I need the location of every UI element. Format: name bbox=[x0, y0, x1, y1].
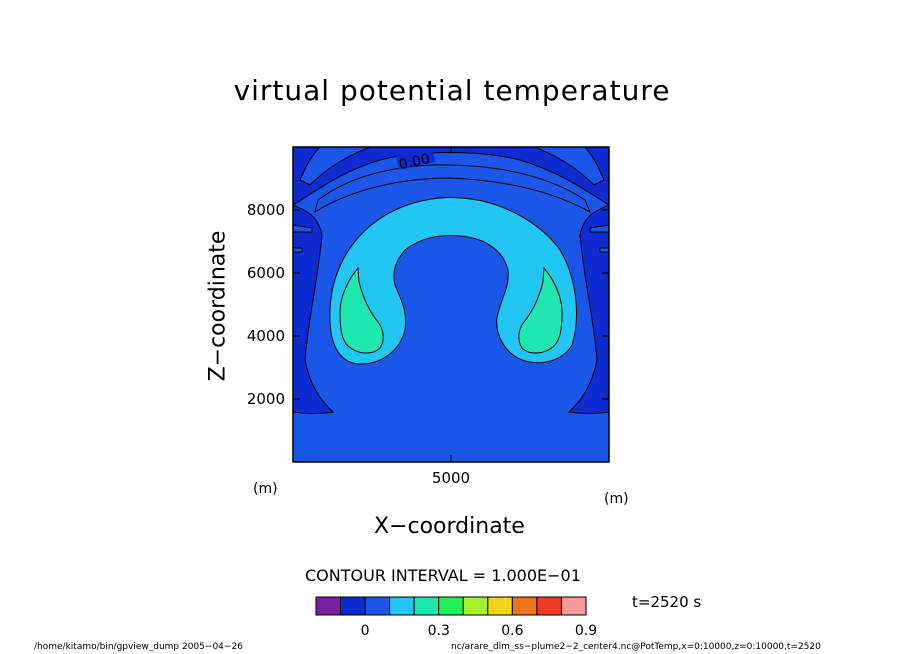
colorbar-tick-label: 0.3 bbox=[428, 623, 450, 639]
colorbar-swatch bbox=[462, 596, 489, 616]
y-tick-label: 2000 bbox=[247, 390, 285, 408]
colorbar-tick-label: 0.6 bbox=[501, 623, 523, 639]
colorbar-swatch bbox=[438, 596, 464, 616]
negative-region-right bbox=[567, 204, 609, 414]
background-stripe-left-1 bbox=[293, 224, 313, 233]
y-tick-label: 8000 bbox=[247, 201, 285, 219]
colorbar-swatch bbox=[340, 596, 366, 616]
background-stripe-left-2 bbox=[293, 247, 303, 253]
plume-level-0-1 bbox=[329, 197, 577, 365]
y-tick-label: 4000 bbox=[247, 327, 285, 345]
colorbar: 0 0.3 0.6 0.9 bbox=[315, 596, 597, 639]
x-tick-label: 5000 bbox=[432, 469, 470, 487]
x-axis-unit: (m) bbox=[604, 491, 629, 507]
contour-label: 0.00 bbox=[398, 151, 432, 173]
colorbar-swatch bbox=[511, 596, 538, 616]
colorbar-swatch bbox=[389, 596, 415, 616]
y-axis-unit: (m) bbox=[253, 481, 278, 497]
time-label: t=2520 s bbox=[632, 593, 702, 611]
negative-region-left bbox=[293, 204, 335, 414]
contour-label-group: 0.00 bbox=[395, 146, 436, 173]
contour-interval-label: CONTOUR INTERVAL = 1.000E−01 bbox=[305, 566, 581, 585]
background-stripe-top bbox=[299, 147, 371, 186]
colorbar-swatch bbox=[560, 596, 587, 616]
x-axis-label: X−coordinate bbox=[374, 514, 525, 539]
footer-left-text: /home/kitamo/bin/gpview_dump 2005−04−26 bbox=[34, 642, 243, 652]
background-stripe-top-right bbox=[534, 147, 605, 186]
chart-title: virtual potential temperature bbox=[233, 74, 671, 107]
plume-level-0-2-right bbox=[518, 266, 563, 354]
colorbar-tick-label: 0 bbox=[361, 623, 370, 639]
background-stripe-right-1 bbox=[589, 224, 609, 233]
plume-level-0-2-left bbox=[339, 266, 384, 354]
y-tick-label: 6000 bbox=[247, 264, 285, 282]
colorbar-swatch bbox=[315, 596, 342, 616]
colorbar-tick-label: 0.9 bbox=[575, 623, 597, 639]
colorbar-swatch bbox=[413, 596, 440, 616]
background-stripe-right-2 bbox=[599, 247, 609, 253]
colorbar-swatch bbox=[487, 596, 513, 616]
footer-right-text: nc/arare_dlm_ss−plume2−2_center4.nc@PotT… bbox=[451, 642, 821, 652]
colorbar-swatch bbox=[536, 596, 562, 616]
y-axis: 2000 4000 6000 8000 bbox=[247, 201, 609, 408]
x-axis: 5000 bbox=[432, 147, 470, 487]
y-axis-label: Z−coordinate bbox=[205, 230, 231, 382]
negative-region-top bbox=[293, 147, 609, 206]
colorbar-swatch bbox=[364, 596, 391, 616]
